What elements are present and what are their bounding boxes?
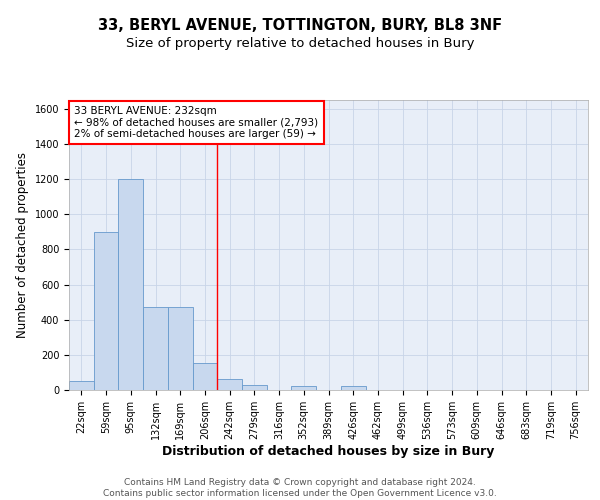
Text: 33, BERYL AVENUE, TOTTINGTON, BURY, BL8 3NF: 33, BERYL AVENUE, TOTTINGTON, BURY, BL8 … bbox=[98, 18, 502, 32]
Bar bbox=[118, 179, 143, 390]
Bar bbox=[69, 381, 94, 390]
Bar bbox=[94, 232, 118, 390]
X-axis label: Distribution of detached houses by size in Bury: Distribution of detached houses by size … bbox=[163, 444, 494, 458]
Bar bbox=[341, 386, 365, 390]
Bar bbox=[292, 386, 316, 390]
Bar bbox=[242, 384, 267, 390]
Text: Size of property relative to detached houses in Bury: Size of property relative to detached ho… bbox=[126, 38, 474, 51]
Bar bbox=[143, 308, 168, 390]
Bar bbox=[217, 380, 242, 390]
Y-axis label: Number of detached properties: Number of detached properties bbox=[16, 152, 29, 338]
Text: 33 BERYL AVENUE: 232sqm
← 98% of detached houses are smaller (2,793)
2% of semi-: 33 BERYL AVENUE: 232sqm ← 98% of detache… bbox=[74, 106, 319, 139]
Bar bbox=[193, 363, 217, 390]
Bar bbox=[168, 308, 193, 390]
Text: Contains HM Land Registry data © Crown copyright and database right 2024.
Contai: Contains HM Land Registry data © Crown c… bbox=[103, 478, 497, 498]
